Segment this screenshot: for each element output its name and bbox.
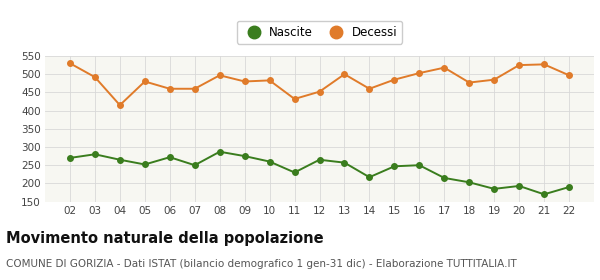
- Decessi: [565, 74, 572, 77]
- Nascite: [316, 158, 323, 161]
- Nascite: [565, 185, 572, 189]
- Nascite: [341, 161, 348, 164]
- Decessi: [141, 80, 148, 83]
- Decessi: [216, 74, 223, 77]
- Line: Nascite: Nascite: [67, 149, 572, 197]
- Nascite: [216, 150, 223, 153]
- Nascite: [541, 193, 548, 196]
- Nascite: [116, 158, 124, 161]
- Nascite: [67, 156, 74, 160]
- Decessi: [491, 78, 498, 81]
- Decessi: [116, 103, 124, 107]
- Nascite: [166, 155, 173, 159]
- Decessi: [191, 87, 199, 90]
- Line: Decessi: Decessi: [67, 60, 572, 108]
- Decessi: [440, 66, 448, 69]
- Text: Movimento naturale della popolazione: Movimento naturale della popolazione: [6, 231, 323, 246]
- Nascite: [391, 165, 398, 168]
- Decessi: [366, 87, 373, 90]
- Decessi: [466, 81, 473, 84]
- Decessi: [316, 90, 323, 93]
- Decessi: [391, 78, 398, 81]
- Nascite: [141, 163, 148, 166]
- Nascite: [440, 176, 448, 180]
- Nascite: [466, 181, 473, 184]
- Decessi: [166, 87, 173, 90]
- Nascite: [515, 184, 523, 188]
- Nascite: [241, 155, 248, 158]
- Decessi: [241, 80, 248, 83]
- Legend: Nascite, Decessi: Nascite, Decessi: [237, 21, 402, 44]
- Nascite: [366, 176, 373, 179]
- Decessi: [67, 62, 74, 65]
- Decessi: [91, 75, 98, 79]
- Nascite: [191, 164, 199, 167]
- Nascite: [416, 164, 423, 167]
- Decessi: [416, 71, 423, 75]
- Decessi: [291, 97, 298, 101]
- Decessi: [341, 73, 348, 76]
- Nascite: [266, 160, 273, 163]
- Nascite: [91, 153, 98, 156]
- Decessi: [541, 63, 548, 66]
- Decessi: [515, 64, 523, 67]
- Nascite: [291, 171, 298, 174]
- Decessi: [266, 79, 273, 82]
- Nascite: [491, 187, 498, 190]
- Text: COMUNE DI GORIZIA - Dati ISTAT (bilancio demografico 1 gen-31 dic) - Elaborazion: COMUNE DI GORIZIA - Dati ISTAT (bilancio…: [6, 259, 517, 269]
